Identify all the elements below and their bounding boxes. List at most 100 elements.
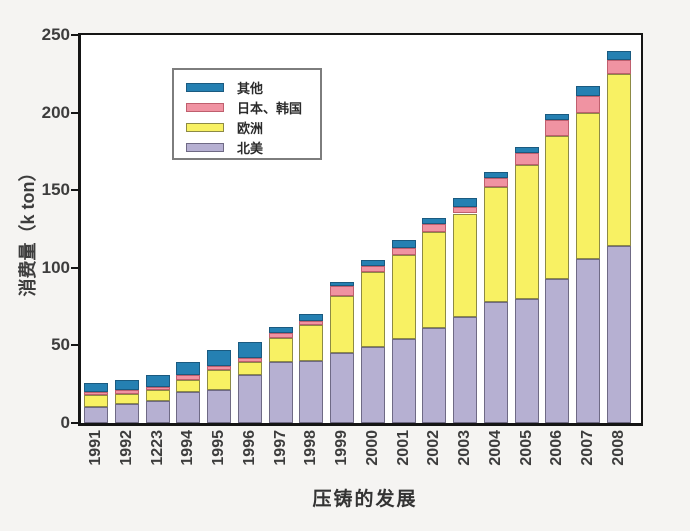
bar-2007-segment-japan-korea bbox=[576, 95, 600, 113]
bar-1223-segment-north-america bbox=[145, 401, 170, 423]
legend-label-north-america: 北美 bbox=[237, 140, 264, 156]
bar-2007-segment-europe bbox=[576, 112, 600, 259]
legend-item-other: 其他 bbox=[186, 77, 320, 97]
bar-1997-segment-north-america bbox=[268, 362, 293, 423]
bar-2005-segment-other bbox=[514, 146, 539, 153]
x-tick-label-1992: 1992 bbox=[117, 430, 135, 466]
bar-2006-segment-europe bbox=[545, 135, 570, 279]
bar-2006-segment-north-america bbox=[545, 278, 570, 423]
bar-2004-segment-other bbox=[483, 171, 508, 178]
bar-1994-segment-north-america bbox=[176, 391, 201, 423]
bar-1995-segment-europe bbox=[207, 370, 231, 391]
bar-2003-segment-japan-korea bbox=[453, 207, 477, 214]
y-tick-50 bbox=[71, 344, 78, 347]
bar-1223-segment-other bbox=[145, 374, 170, 388]
bar-1997-segment-europe bbox=[268, 337, 293, 363]
bar-1998-segment-other bbox=[299, 314, 324, 321]
x-tick-label-1998: 1998 bbox=[302, 430, 320, 466]
x-axis-title: 压铸的发展 bbox=[312, 489, 418, 510]
bar-1999-segment-japan-korea bbox=[330, 286, 354, 296]
bar-2003-segment-north-america bbox=[453, 317, 477, 423]
bar-2001-segment-europe bbox=[391, 255, 416, 340]
bar-1996-segment-japan-korea bbox=[237, 357, 262, 363]
legend-swatch-north-america bbox=[186, 142, 224, 152]
y-tick-label-200: 200 bbox=[41, 102, 70, 122]
legend-swatch-europe bbox=[186, 122, 224, 132]
x-tick-label-2006: 2006 bbox=[548, 430, 566, 466]
bar-1991-segment-north-america bbox=[84, 407, 108, 423]
bar-2004-segment-japan-korea bbox=[483, 177, 508, 188]
x-tick-label-1995: 1995 bbox=[210, 430, 227, 466]
bar-1991-segment-japan-korea bbox=[84, 391, 108, 396]
bar-2001-segment-japan-korea bbox=[391, 247, 416, 256]
legend-item-europe: 欧洲 bbox=[186, 117, 320, 137]
legend-label-europe: 欧洲 bbox=[237, 120, 264, 136]
x-tick-label-1223: 1223 bbox=[148, 430, 166, 466]
bar-1996-segment-other bbox=[237, 342, 262, 358]
bar-1999-segment-europe bbox=[330, 295, 354, 354]
x-tick-label-2008: 2008 bbox=[609, 430, 627, 466]
bar-1223-segment-japan-korea bbox=[145, 387, 170, 391]
x-tick-label-2003: 2003 bbox=[456, 430, 473, 466]
x-tick-label-2004: 2004 bbox=[486, 430, 504, 466]
bar-2006-segment-other bbox=[545, 114, 570, 121]
bar-2000-segment-japan-korea bbox=[360, 266, 385, 273]
legend-label-other: 其他 bbox=[237, 80, 264, 96]
x-tick-label-2000: 2000 bbox=[363, 430, 381, 466]
bar-2006-segment-japan-korea bbox=[545, 120, 570, 136]
bar-1997-segment-other bbox=[268, 326, 293, 333]
bar-2001-segment-other bbox=[391, 239, 416, 248]
x-tick-label-1997: 1997 bbox=[271, 430, 289, 466]
y-tick-label-250: 250 bbox=[41, 25, 70, 44]
y-tick-label-150: 150 bbox=[41, 180, 70, 200]
y-axis-title: 消费量（k ton） bbox=[18, 163, 38, 297]
bar-1994-segment-other bbox=[176, 362, 201, 375]
bar-1223-segment-europe bbox=[145, 390, 170, 402]
y-tick-label-100: 100 bbox=[41, 257, 70, 277]
bar-1999-segment-other bbox=[330, 281, 354, 287]
y-tick-200 bbox=[71, 111, 78, 114]
y-tick-label-50: 50 bbox=[51, 335, 70, 355]
bar-2005-segment-japan-korea bbox=[514, 152, 539, 166]
bar-2005-segment-europe bbox=[514, 165, 539, 299]
bar-1996-segment-north-america bbox=[237, 374, 262, 423]
bar-1992-segment-japan-korea bbox=[114, 390, 139, 394]
bar-2002-segment-europe bbox=[422, 232, 447, 329]
legend-item-japan-korea: 日本、韩国 bbox=[186, 97, 320, 117]
x-tick-label-2005: 2005 bbox=[517, 430, 535, 466]
bar-2007-segment-north-america bbox=[576, 258, 600, 423]
x-tick-label-2002: 2002 bbox=[425, 430, 443, 466]
bar-2000-segment-other bbox=[360, 260, 385, 267]
x-tick-label-1994: 1994 bbox=[179, 430, 197, 466]
bar-1999-segment-north-america bbox=[330, 353, 354, 423]
bar-2008-segment-japan-korea bbox=[606, 59, 631, 74]
bar-2008-segment-north-america bbox=[606, 246, 631, 423]
bar-1995-segment-japan-korea bbox=[207, 365, 231, 371]
bar-2008-segment-other bbox=[606, 50, 631, 60]
bar-2004-segment-north-america bbox=[483, 301, 508, 423]
bar-2005-segment-north-america bbox=[514, 298, 539, 423]
bar-1996-segment-europe bbox=[237, 362, 262, 375]
bar-1997-segment-japan-korea bbox=[268, 333, 293, 338]
bar-2000-segment-europe bbox=[360, 272, 385, 347]
legend-swatch-japan-korea bbox=[186, 102, 224, 112]
bar-1991-segment-europe bbox=[84, 395, 108, 408]
bar-2002-segment-north-america bbox=[422, 328, 447, 423]
bar-2002-segment-japan-korea bbox=[422, 224, 447, 233]
bar-1994-segment-europe bbox=[176, 379, 201, 392]
x-tick-label-2007: 2007 bbox=[579, 430, 596, 466]
bar-2003-segment-europe bbox=[453, 213, 477, 318]
bar-2002-segment-other bbox=[422, 218, 447, 225]
x-tick-label-2001: 2001 bbox=[394, 430, 412, 466]
bar-1994-segment-japan-korea bbox=[176, 374, 201, 380]
bar-1998-segment-north-america bbox=[299, 360, 324, 423]
bar-1992-segment-europe bbox=[114, 393, 139, 405]
bar-2003-segment-other bbox=[453, 197, 477, 208]
bar-2008-segment-europe bbox=[606, 73, 631, 247]
y-tick-250 bbox=[71, 34, 78, 36]
y-tick-0 bbox=[71, 422, 78, 424]
plot-area bbox=[78, 33, 643, 426]
bar-1995-segment-north-america bbox=[207, 390, 231, 423]
bar-1992-segment-other bbox=[114, 379, 139, 391]
